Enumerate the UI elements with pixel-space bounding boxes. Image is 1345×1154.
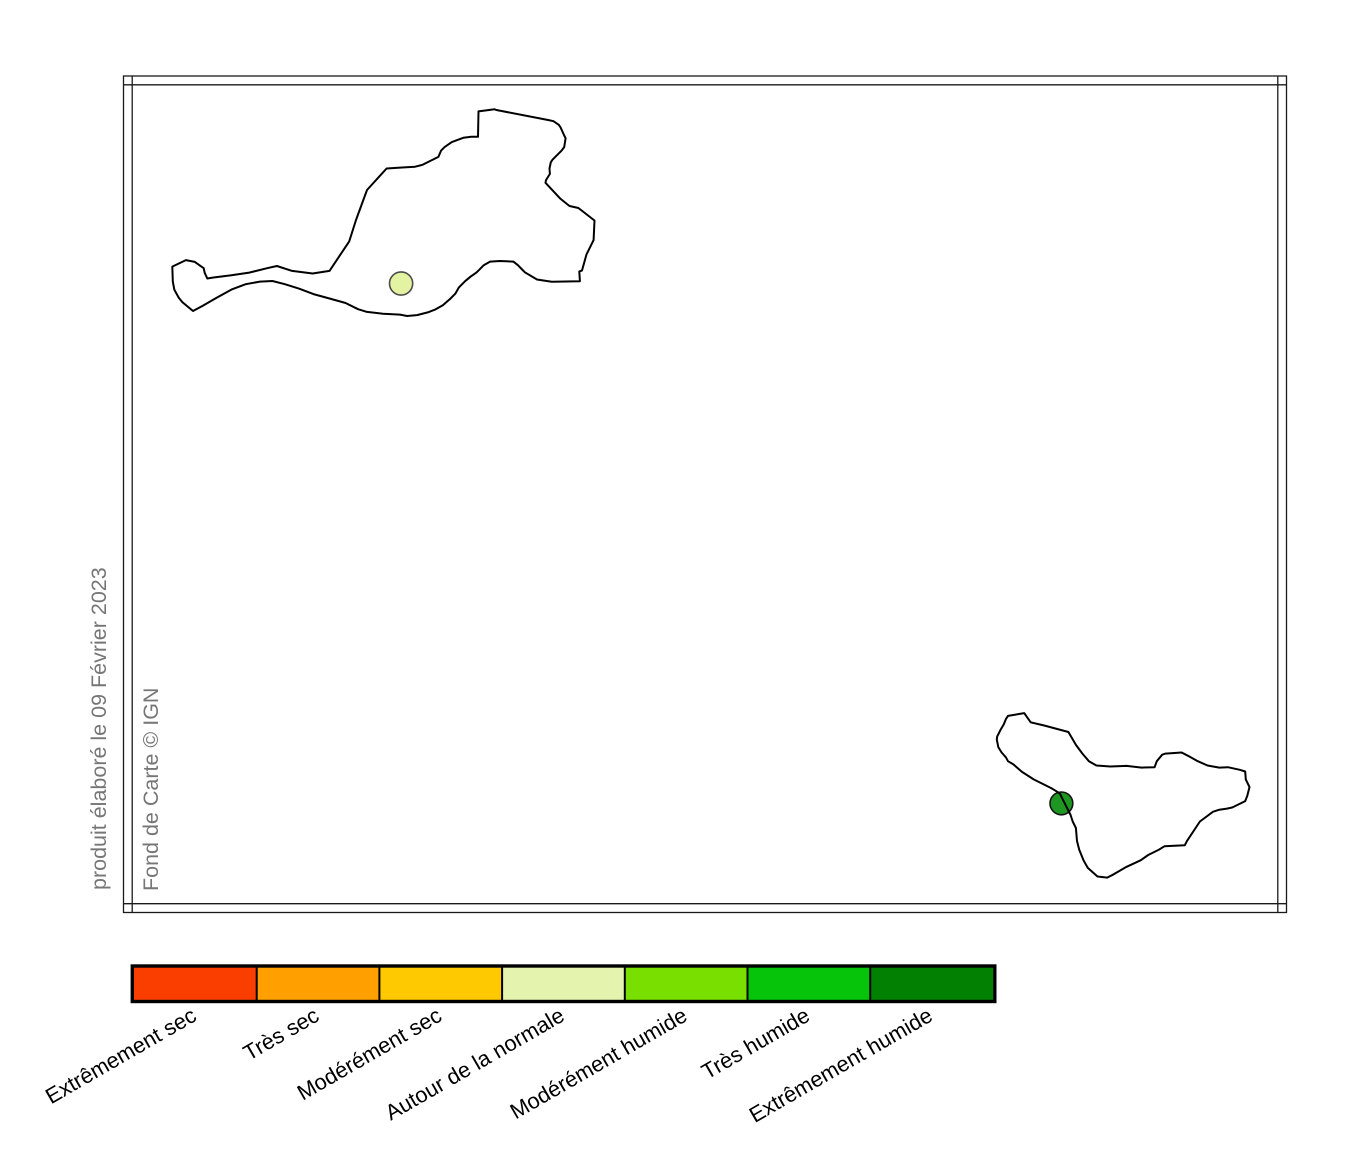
svg-text:Fond de Carte © IGN: Fond de Carte © IGN xyxy=(139,688,163,891)
svg-text:produit élaboré le 09 Février: produit élaboré le 09 Février 2023 xyxy=(87,567,111,890)
